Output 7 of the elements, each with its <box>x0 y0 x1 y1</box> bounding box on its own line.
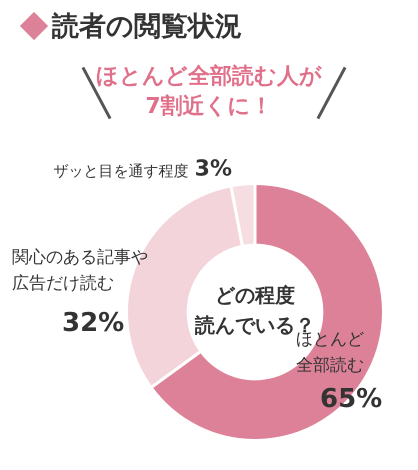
text: どの程度 <box>215 283 295 308</box>
data-label: 3% <box>194 156 232 182</box>
chart-title: 読者の閲覧状況 <box>52 10 242 44</box>
slice-label: ザッと目を通す程度 <box>54 162 189 180</box>
chart-subtitle: ほとんど全部読む人が7割近くに！ <box>95 63 323 121</box>
slice-label: 関心のある記事や広告だけ読む <box>12 247 148 294</box>
data-label: 32% <box>62 308 124 338</box>
